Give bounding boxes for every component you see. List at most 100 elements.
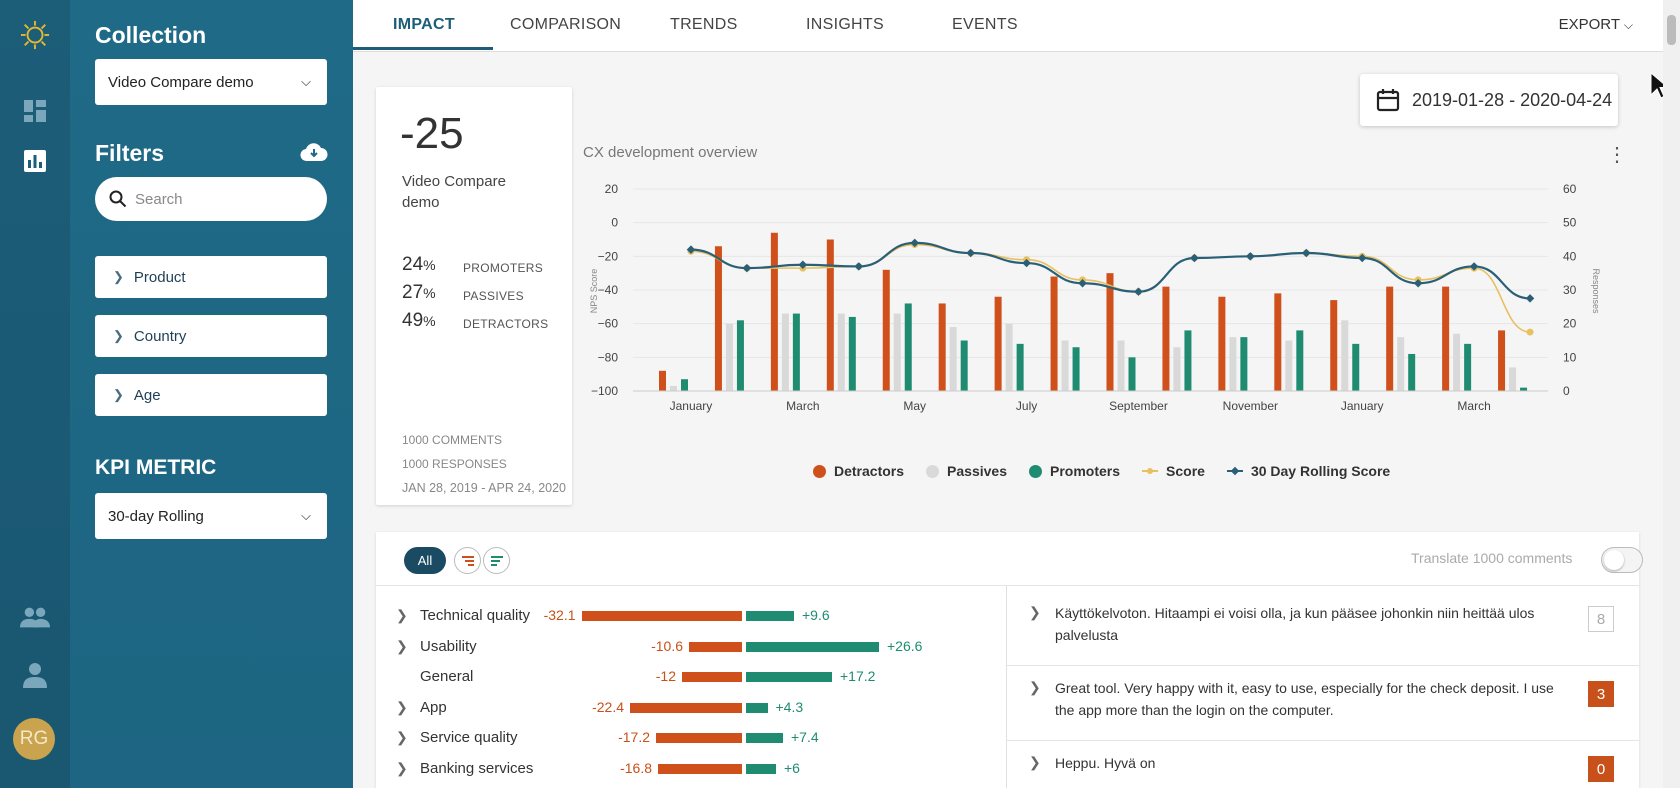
user-icon[interactable] [20, 660, 50, 690]
topic-name: App [420, 698, 447, 716]
negative-impact-bar [689, 641, 742, 652]
chevron-right-icon[interactable]: ❯ [396, 607, 408, 623]
negative-impact-bar [630, 702, 742, 713]
chevron-down-icon: ⌵ [301, 74, 311, 89]
negative-impact-value: -10.6 [651, 637, 683, 654]
topic-row[interactable]: ❯ Usability -10.6 +26.6 [376, 632, 1006, 662]
scrollbar[interactable] [1663, 0, 1680, 788]
period-text: JAN 28, 2019 - APR 24, 2020 [402, 481, 566, 495]
promoters-bar [1128, 357, 1136, 391]
promoters-bar [792, 313, 800, 391]
y2-tick-label: 0 [1563, 384, 1570, 398]
detractors-bar [1386, 286, 1394, 391]
analytics-icon[interactable] [20, 146, 50, 176]
legend-detractors[interactable]: Detractors [813, 463, 904, 479]
detractors-pct: 49% [402, 310, 436, 331]
passives-bar [837, 313, 845, 391]
legend-score[interactable]: Score [1142, 463, 1205, 479]
collection-select[interactable]: Video Compare demo ⌵ [95, 59, 327, 105]
30-day-rolling-score-point [742, 263, 752, 273]
y-tick-label: −40 [598, 283, 619, 297]
legend-promoters[interactable]: Promoters [1028, 463, 1120, 479]
date-range-picker[interactable]: 2019-01-28 - 2020-04-24 [1360, 74, 1618, 126]
detractors-bar [659, 370, 666, 391]
chevron-right-icon[interactable]: ❯ [1029, 679, 1041, 695]
dashboard-icon[interactable] [20, 96, 50, 126]
detractors-bar [1106, 273, 1114, 391]
30-day-rolling-score-point [1246, 252, 1255, 261]
team-icon[interactable] [20, 602, 50, 632]
chevron-right-icon[interactable]: ❯ [396, 759, 408, 776]
negative-sort-icon[interactable] [454, 547, 481, 574]
legend-rolling-score[interactable]: 30 Day Rolling Score [1226, 463, 1390, 479]
passives-bar [1285, 340, 1293, 391]
tab-events[interactable]: EVENTS [952, 16, 1018, 33]
30-day-rolling-score-point [1525, 294, 1535, 303]
chevron-down-icon: ⌵ [301, 508, 311, 523]
detractors-bar [826, 239, 834, 391]
legend-passives[interactable]: Passives [926, 463, 1007, 479]
tab-trends[interactable]: TRENDS [670, 16, 738, 33]
negative-impact-bar [682, 672, 742, 682]
y-axis-title: NPS Score [589, 269, 599, 314]
scrollbar-thumb[interactable] [1667, 15, 1676, 45]
divider [376, 585, 1639, 586]
chevron-right-icon[interactable]: ❯ [396, 729, 408, 745]
chevron-right-icon: ❯ [113, 269, 124, 284]
logo-icon[interactable] [20, 20, 50, 50]
chart-legend: Detractors Passives Promoters Score 30 D… [813, 463, 1390, 479]
filter-country[interactable]: ❯ Country [95, 315, 327, 357]
chevron-right-icon[interactable]: ❯ [1029, 754, 1041, 770]
chevron-right-icon[interactable]: ❯ [396, 698, 408, 715]
topic-row[interactable]: ❯ Banking services -16.8 +6 [376, 754, 1006, 784]
active-tab-indicator [353, 47, 493, 50]
positive-sort-icon[interactable] [483, 547, 510, 574]
tab-comparison[interactable]: COMPARISON [510, 16, 622, 33]
cloud-download-icon[interactable] [300, 142, 328, 167]
positive-impact-bar [746, 641, 879, 652]
promoters-bar [960, 340, 968, 391]
topics-panel: All Translate 1000 comments ❯ Technical q… [376, 532, 1643, 788]
topic-row[interactable]: ❯ App -22.4 +4.3 [376, 693, 1006, 723]
detractors-bar [1218, 296, 1226, 391]
passives-bar [670, 385, 677, 391]
topic-name: Banking services [420, 759, 534, 777]
avatar[interactable]: RG [13, 718, 55, 760]
y-tick-label: 20 [605, 182, 619, 196]
filter-age[interactable]: ❯ Age [95, 374, 327, 416]
detractors-bar [1442, 286, 1450, 391]
filter-all-button[interactable]: All [404, 547, 446, 574]
passives-bar [893, 313, 901, 391]
search-placeholder: Search [135, 190, 183, 208]
promoters-bar [1464, 343, 1472, 391]
positive-impact-value: +9.6 [802, 607, 830, 623]
kpi-metric-select[interactable]: 30-day Rolling ⌵ [95, 493, 327, 539]
promoters-bar [1016, 343, 1024, 391]
chevron-right-icon[interactable]: ❯ [396, 637, 408, 654]
x-tick-label: September [1109, 399, 1168, 413]
filter-label: Product [133, 268, 186, 286]
more-options-icon[interactable]: ⋮ [1607, 144, 1627, 166]
filter-product[interactable]: ❯ Product [95, 256, 327, 298]
y2-tick-label: 30 [1563, 283, 1577, 297]
topic-row[interactable]: ❯ Technical quality -32.1 +9.6 [376, 601, 1006, 631]
comment-score-badge: 0 [1588, 756, 1614, 782]
passives-bar [1117, 340, 1125, 391]
chevron-right-icon[interactable]: ❯ [1029, 604, 1041, 620]
promoters-bar [736, 320, 744, 391]
chevron-right-icon: ❯ [113, 328, 124, 343]
topic-row[interactable]: General -12 +17.2 [376, 662, 1006, 692]
tab-impact[interactable]: IMPACT [393, 16, 455, 33]
search-input[interactable]: Search [95, 177, 327, 221]
detractors-bar [994, 296, 1002, 391]
promoters-pct: 24% [402, 254, 436, 275]
negative-impact-value: -22.4 [592, 698, 624, 715]
tab-insights[interactable]: INSIGHTS [806, 16, 884, 33]
topic-row[interactable]: ❯ Service quality -17.2 +7.4 [376, 723, 1006, 753]
negative-impact-bar [658, 763, 742, 774]
export-button[interactable]: EXPORT ⌵ [1559, 16, 1633, 33]
comment-count: 1000 COMMENTS [402, 433, 503, 447]
translate-toggle[interactable] [1601, 547, 1643, 573]
filter-panel: Collection Video Compare demo ⌵ Filters … [70, 0, 353, 788]
detractors-bar [1498, 330, 1506, 391]
